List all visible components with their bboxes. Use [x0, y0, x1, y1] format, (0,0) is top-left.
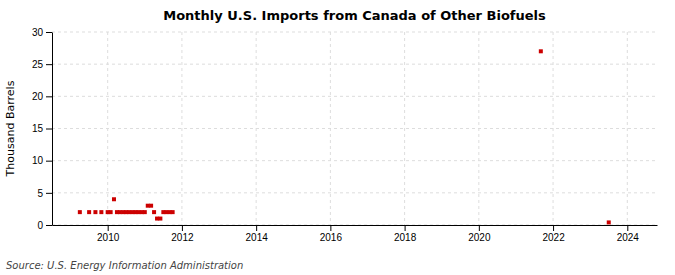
y-axis-title: Thousand Barrels: [4, 80, 17, 177]
y-axis-tick: 10: [32, 155, 52, 166]
plot: 2010 2012 2014 2016 2018 2020 2022 2024 0 5 10 15 20…: [32, 27, 658, 243]
x-axis-tick-mark: [108, 225, 109, 231]
x-axis-tick-mark: [182, 225, 183, 231]
x-axis-tick: 2022: [542, 225, 565, 243]
grid-line-y: [52, 192, 657, 193]
grid-line-y: [52, 32, 657, 33]
y-axis-tick: 25: [32, 59, 52, 70]
point: [171, 210, 175, 214]
y-axis-tick-mark: [46, 64, 52, 65]
y-axis-tick: 30: [32, 27, 52, 38]
point: [149, 204, 153, 208]
x-axis-tick-mark: [479, 225, 480, 231]
grid-line-y: [52, 64, 657, 65]
y-axis: 0 5 10 15 20 25 30: [32, 27, 53, 231]
grid-line-x: [181, 32, 182, 225]
x-axis-tick-mark: [405, 225, 406, 231]
x-axis-tick: 2018: [394, 225, 417, 243]
x-axis: 2010 2012 2014 2016 2018 2020 2022 2024: [53, 225, 658, 243]
y-axis-tick-mark: [46, 96, 52, 97]
x-axis-line: [53, 225, 658, 226]
x-axis-tick-mark: [330, 225, 331, 231]
x-axis-tick-mark: [256, 225, 257, 231]
point: [109, 210, 113, 214]
y-axis-tick: 5: [37, 188, 52, 199]
y-axis-tick-label: 15: [32, 123, 44, 134]
chart: 2010 2012 2014 2016 2018 2020 2022 2024 0 5 10 15 20…: [0, 0, 675, 275]
point: [539, 49, 543, 53]
grid-line-y: [52, 128, 657, 129]
x-axis-tick-label: 2012: [171, 232, 194, 243]
point: [99, 210, 103, 214]
y-axis-tick-mark: [46, 161, 52, 162]
x-axis-tick: 2014: [246, 225, 269, 243]
grid-line-x: [627, 32, 628, 225]
grid-line-y: [52, 96, 657, 97]
y-axis-tick-label: 25: [32, 59, 44, 70]
point: [143, 210, 147, 214]
y-axis-tick-label: 0: [37, 220, 43, 231]
x-axis-tick-mark: [627, 225, 628, 231]
y-axis-tick: 20: [32, 91, 52, 102]
x-axis-tick: 2016: [320, 225, 343, 243]
point: [112, 197, 116, 201]
grid: [52, 32, 657, 225]
y-axis-tick-label: 20: [32, 91, 44, 102]
points: [78, 49, 611, 224]
x-axis-tick-label: 2022: [542, 232, 565, 243]
y-axis-tick-label: 30: [32, 27, 44, 38]
y-axis-tick: 15: [32, 123, 52, 134]
x-axis-tick-mark: [553, 225, 554, 231]
grid-line-x: [404, 32, 405, 225]
x-axis-tick-label: 2016: [320, 232, 343, 243]
x-axis-tick: 2020: [468, 225, 491, 243]
y-axis-tick-mark: [46, 129, 52, 130]
y-axis-tick-mark: [46, 32, 52, 33]
y-axis-tick: 0: [37, 220, 52, 231]
x-axis-tick-label: 2018: [394, 232, 417, 243]
x-axis-tick-label: 2010: [97, 232, 120, 243]
x-axis-tick-label: 2020: [468, 232, 491, 243]
point: [152, 210, 156, 214]
y-axis-line: [52, 33, 53, 226]
y-axis-tick-label: 5: [37, 188, 43, 199]
point: [93, 210, 97, 214]
x-axis-tick-label: 2014: [246, 232, 269, 243]
x-axis-tick: 2010: [97, 225, 120, 243]
y-axis-tick-mark: [46, 225, 52, 226]
title: Monthly U.S. Imports from Canada of Othe…: [163, 8, 546, 23]
point: [78, 210, 82, 214]
y-axis-tick-label: 10: [32, 155, 44, 166]
point: [607, 220, 611, 224]
point: [158, 217, 162, 221]
x-axis-tick-label: 2024: [617, 232, 640, 243]
x-axis-tick: 2024: [617, 225, 640, 243]
grid-line-y: [52, 225, 657, 226]
x-axis-tick: 2012: [171, 225, 194, 243]
source: Source: U.S. Energy Information Administ…: [6, 260, 243, 271]
y-axis-tick-mark: [46, 193, 52, 194]
grid-line-y: [52, 160, 657, 161]
point: [87, 210, 91, 214]
